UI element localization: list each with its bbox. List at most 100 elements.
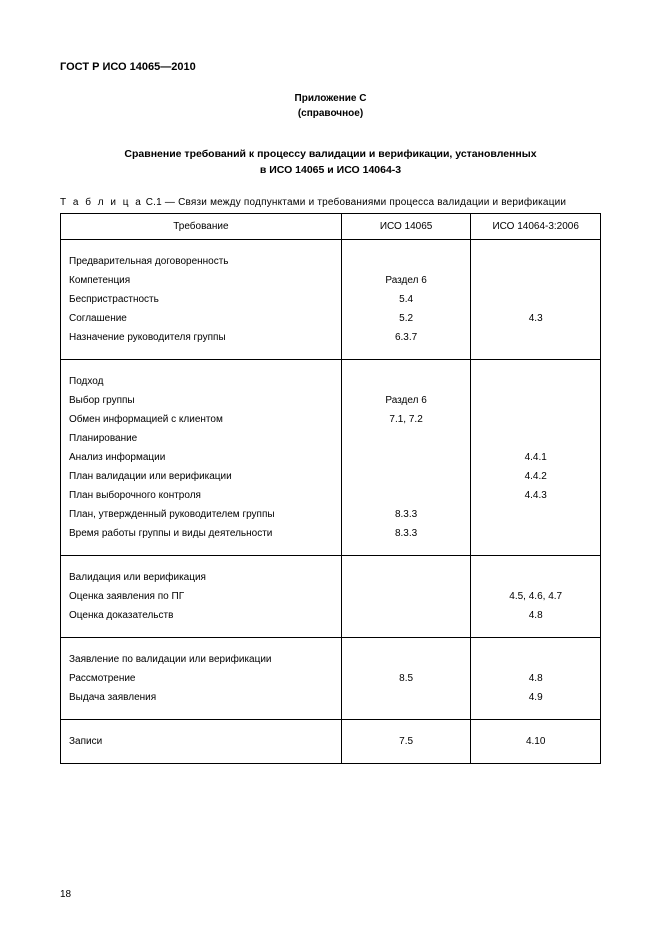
cell-req: План выборочного контроля xyxy=(61,486,342,505)
col-header-b: ИСО 14064-3:2006 xyxy=(471,213,601,239)
cell-a: 6.3.7 xyxy=(341,328,471,347)
cell-a xyxy=(341,467,471,486)
group-spacer xyxy=(61,239,601,252)
group-spacer xyxy=(61,719,601,732)
cell-req: Соглашение xyxy=(61,309,342,328)
cell-req: Время работы группы и виды деятельности xyxy=(61,524,342,543)
table-row: КомпетенцияРаздел 6 xyxy=(61,271,601,290)
comparison-table: Требование ИСО 14065 ИСО 14064-3:2006 Пр… xyxy=(60,213,601,764)
cell-req: Рассмотрение xyxy=(61,669,342,688)
cell-req: Компетенция xyxy=(61,271,342,290)
cell-a: 7.5 xyxy=(341,732,471,751)
table-row: Планирование xyxy=(61,429,601,448)
cell-b xyxy=(471,429,601,448)
cell-a xyxy=(341,486,471,505)
cell-a: 5.2 xyxy=(341,309,471,328)
cell-a xyxy=(341,568,471,587)
cell-b xyxy=(471,568,601,587)
table-row: План, утвержденный руководителем группы8… xyxy=(61,505,601,524)
cell-req: План валидации или верификации xyxy=(61,467,342,486)
table-row: Назначение руководителя группы6.3.7 xyxy=(61,328,601,347)
table-row: Беспристрастность5.4 xyxy=(61,290,601,309)
cell-a xyxy=(341,587,471,606)
table-row: Анализ информации 4.4.1 xyxy=(61,448,601,467)
col-header-a: ИСО 14065 xyxy=(341,213,471,239)
cell-b: 4.10 xyxy=(471,732,601,751)
table-row: Записи7.54.10 xyxy=(61,732,601,751)
cell-b: 4.9 xyxy=(471,688,601,707)
table-row: Предварительная договоренность xyxy=(61,252,601,271)
cell-req: Выдача заявления xyxy=(61,688,342,707)
cell-a xyxy=(341,429,471,448)
cell-a xyxy=(341,448,471,467)
cell-req: Анализ информации xyxy=(61,448,342,467)
cell-req: Заявление по валидации или верификации xyxy=(61,650,342,669)
table-row: Время работы группы и виды деятельности8… xyxy=(61,524,601,543)
cell-b: 4.4.1 xyxy=(471,448,601,467)
table-row: Соглашение5.24.3 xyxy=(61,309,601,328)
cell-req: План, утвержденный руководителем группы xyxy=(61,505,342,524)
table-row: Рассмотрение8.54.8 xyxy=(61,669,601,688)
appendix-label: Приложение С xyxy=(60,92,601,105)
cell-a: 7.1, 7.2 xyxy=(341,410,471,429)
cell-b: 4.3 xyxy=(471,309,601,328)
table-row: Оценка заявления по ПГ 4.5, 4.6, 4.7 xyxy=(61,587,601,606)
table-row: План выборочного контроля 4.4.3 xyxy=(61,486,601,505)
group-spacer xyxy=(61,359,601,372)
cell-req: Планирование xyxy=(61,429,342,448)
cell-b: 4.4.3 xyxy=(471,486,601,505)
cell-b: 4.8 xyxy=(471,606,601,625)
cell-b xyxy=(471,524,601,543)
cell-b xyxy=(471,505,601,524)
cell-req: Подход xyxy=(61,372,342,391)
group-spacer xyxy=(61,347,601,360)
cell-req: Валидация или верификация xyxy=(61,568,342,587)
cell-req: Предварительная договоренность xyxy=(61,252,342,271)
cell-a: 8.3.3 xyxy=(341,505,471,524)
table-row: Обмен информацией с клиентом7.1, 7.2 xyxy=(61,410,601,429)
group-spacer xyxy=(61,637,601,650)
cell-a: 8.3.3 xyxy=(341,524,471,543)
cell-b xyxy=(471,271,601,290)
doc-code: ГОСТ Р ИСО 14065—2010 xyxy=(60,60,601,74)
section-title-line1: Сравнение требований к процессу валидаци… xyxy=(60,148,601,162)
table-caption-prefix: Т а б л и ц а xyxy=(60,197,143,208)
cell-a xyxy=(341,650,471,669)
cell-b: 4.4.2 xyxy=(471,467,601,486)
table-row: Подход xyxy=(61,372,601,391)
group-spacer xyxy=(61,555,601,568)
cell-a xyxy=(341,606,471,625)
cell-req: Оценка доказательств xyxy=(61,606,342,625)
table-row: Выдача заявления 4.9 xyxy=(61,688,601,707)
cell-a: Раздел 6 xyxy=(341,391,471,410)
group-spacer xyxy=(61,751,601,764)
cell-req: Обмен информацией с клиентом xyxy=(61,410,342,429)
table-row: Заявление по валидации или верификации xyxy=(61,650,601,669)
cell-b xyxy=(471,410,601,429)
table-row: Выбор группыРаздел 6 xyxy=(61,391,601,410)
group-spacer xyxy=(61,543,601,556)
cell-b xyxy=(471,650,601,669)
col-header-req: Требование xyxy=(61,213,342,239)
table-body: Предварительная договоренностьКомпетенци… xyxy=(61,239,601,763)
page: ГОСТ Р ИСО 14065—2010 Приложение С (спра… xyxy=(0,0,661,936)
cell-req: Беспристрастность xyxy=(61,290,342,309)
cell-req: Выбор группы xyxy=(61,391,342,410)
group-spacer xyxy=(61,625,601,638)
section-title-line2: в ИСО 14065 и ИСО 14064-3 xyxy=(60,164,601,178)
cell-a: 5.4 xyxy=(341,290,471,309)
cell-b xyxy=(471,391,601,410)
cell-b xyxy=(471,252,601,271)
table-row: Оценка доказательств 4.8 xyxy=(61,606,601,625)
table-caption-rest: С.1 — Связи между подпунктами и требован… xyxy=(143,197,566,208)
cell-req: Записи xyxy=(61,732,342,751)
table-caption: Т а б л и ц а С.1 — Связи между подпункт… xyxy=(60,196,601,209)
table-row: План валидации или верификации 4.4.2 xyxy=(61,467,601,486)
cell-a xyxy=(341,372,471,391)
appendix-note: (справочное) xyxy=(60,107,601,120)
cell-req: Оценка заявления по ПГ xyxy=(61,587,342,606)
table-row: Валидация или верификация xyxy=(61,568,601,587)
cell-req: Назначение руководителя группы xyxy=(61,328,342,347)
group-spacer xyxy=(61,707,601,720)
cell-b: 4.5, 4.6, 4.7 xyxy=(471,587,601,606)
